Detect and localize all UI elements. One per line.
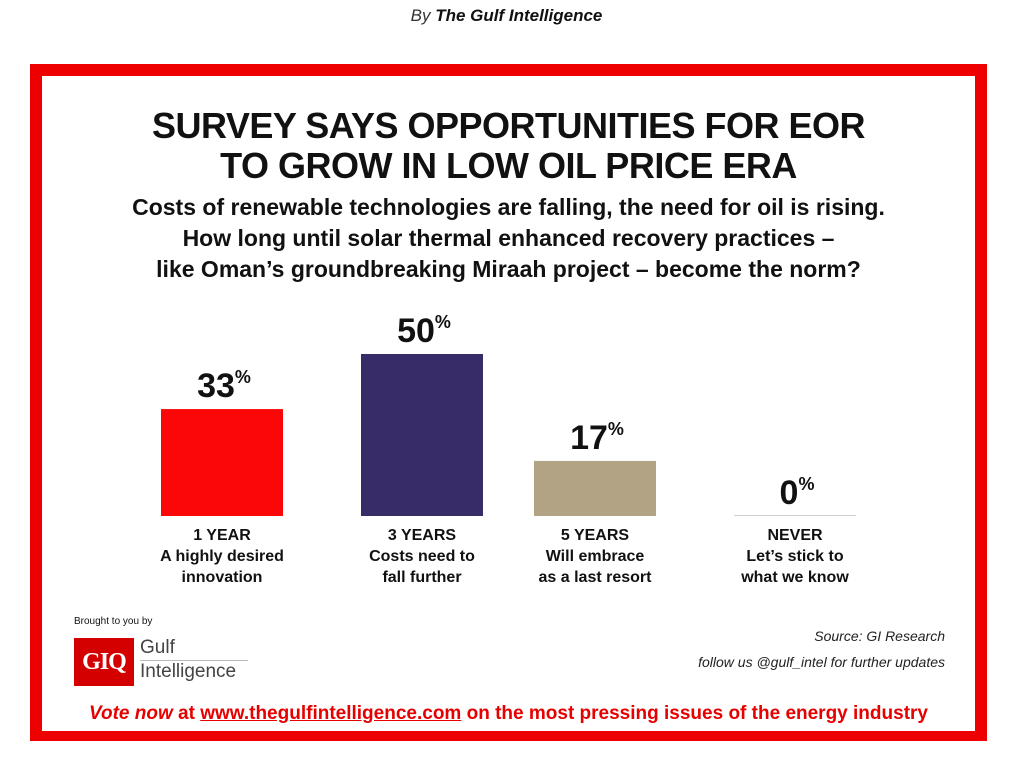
category-desc-line: as a last resort bbox=[538, 569, 652, 586]
logo-divider bbox=[140, 660, 248, 661]
bar-never bbox=[734, 515, 856, 516]
infographic-panel: SURVEY SAYS OPPORTUNITIES FOR EOR TO GRO… bbox=[42, 76, 975, 731]
follow-note: follow us @gulf_intel for further update… bbox=[698, 654, 945, 670]
title-line-2: TO GROW IN LOW OIL PRICE ERA bbox=[220, 145, 797, 186]
category-desc-line: A highly desired bbox=[160, 548, 284, 565]
byline: By The Gulf Intelligence bbox=[0, 6, 1013, 26]
website-link[interactable]: www.thegulfintelligence.com bbox=[200, 703, 462, 724]
subtitle-line-2: How long until solar thermal enhanced re… bbox=[182, 225, 835, 251]
data-label-never: 0% bbox=[780, 474, 815, 512]
category-label-1-year: 1 YEAR A highly desired innovation bbox=[137, 525, 307, 588]
data-label-5-years: 17% bbox=[570, 419, 624, 457]
category-name: NEVER bbox=[767, 527, 823, 544]
category-desc-line: what we know bbox=[741, 569, 849, 586]
category-label-never: NEVER Let’s stick to what we know bbox=[710, 525, 880, 588]
data-label-3-years: 50% bbox=[397, 312, 451, 350]
logo-name-line-1: Gulf bbox=[140, 637, 175, 658]
category-desc-line: fall further bbox=[382, 569, 462, 586]
category-desc-line: Let’s stick to bbox=[746, 548, 844, 565]
byline-author[interactable]: The Gulf Intelligence bbox=[435, 6, 603, 25]
category-name: 3 YEARS bbox=[387, 527, 457, 544]
category-label-5-years: 5 YEARS Will embrace as a last resort bbox=[510, 525, 680, 588]
infographic-frame: SURVEY SAYS OPPORTUNITIES FOR EOR TO GRO… bbox=[30, 64, 987, 741]
byline-prefix: By bbox=[410, 6, 431, 25]
subtitle-line-3: like Oman’s groundbreaking Miraah projec… bbox=[156, 256, 861, 282]
chart-title: SURVEY SAYS OPPORTUNITIES FOR EOR TO GRO… bbox=[42, 106, 975, 186]
chart-subtitle: Costs of renewable technologies are fall… bbox=[42, 192, 975, 285]
footer-at: at bbox=[172, 703, 201, 724]
title-line-1: SURVEY SAYS OPPORTUNITIES FOR EOR bbox=[151, 105, 866, 146]
vote-footer: Vote now at www.thegulfintelligence.com … bbox=[42, 703, 975, 725]
logo-wordmark: Gulf Intelligence bbox=[140, 636, 236, 684]
bar-3-years bbox=[361, 354, 483, 516]
gulf-intelligence-logo: GIQ bbox=[74, 638, 134, 686]
bar-chart: 33% 50% 17% 0% bbox=[161, 312, 856, 516]
category-name: 1 YEAR bbox=[193, 527, 251, 544]
data-label-1-year: 33% bbox=[197, 367, 251, 405]
category-desc-line: Costs need to bbox=[369, 548, 475, 565]
bar-1-year bbox=[161, 409, 283, 516]
subtitle-line-1: Costs of renewable technologies are fall… bbox=[132, 194, 885, 220]
bar-5-years bbox=[534, 460, 656, 516]
category-desc-line: Will embrace bbox=[545, 548, 645, 565]
brought-to-you-by: Brought to you by bbox=[74, 616, 153, 627]
category-name: 5 YEARS bbox=[560, 527, 630, 544]
vote-now-text: Vote now bbox=[89, 703, 173, 724]
source-note: Source: GI Research bbox=[814, 628, 945, 644]
category-label-3-years: 3 YEARS Costs need to fall further bbox=[337, 525, 507, 588]
logo-name-line-2: Intelligence bbox=[140, 661, 237, 682]
footer-rest: on the most pressing issues of the energ… bbox=[461, 703, 928, 724]
category-desc-line: innovation bbox=[181, 569, 263, 586]
